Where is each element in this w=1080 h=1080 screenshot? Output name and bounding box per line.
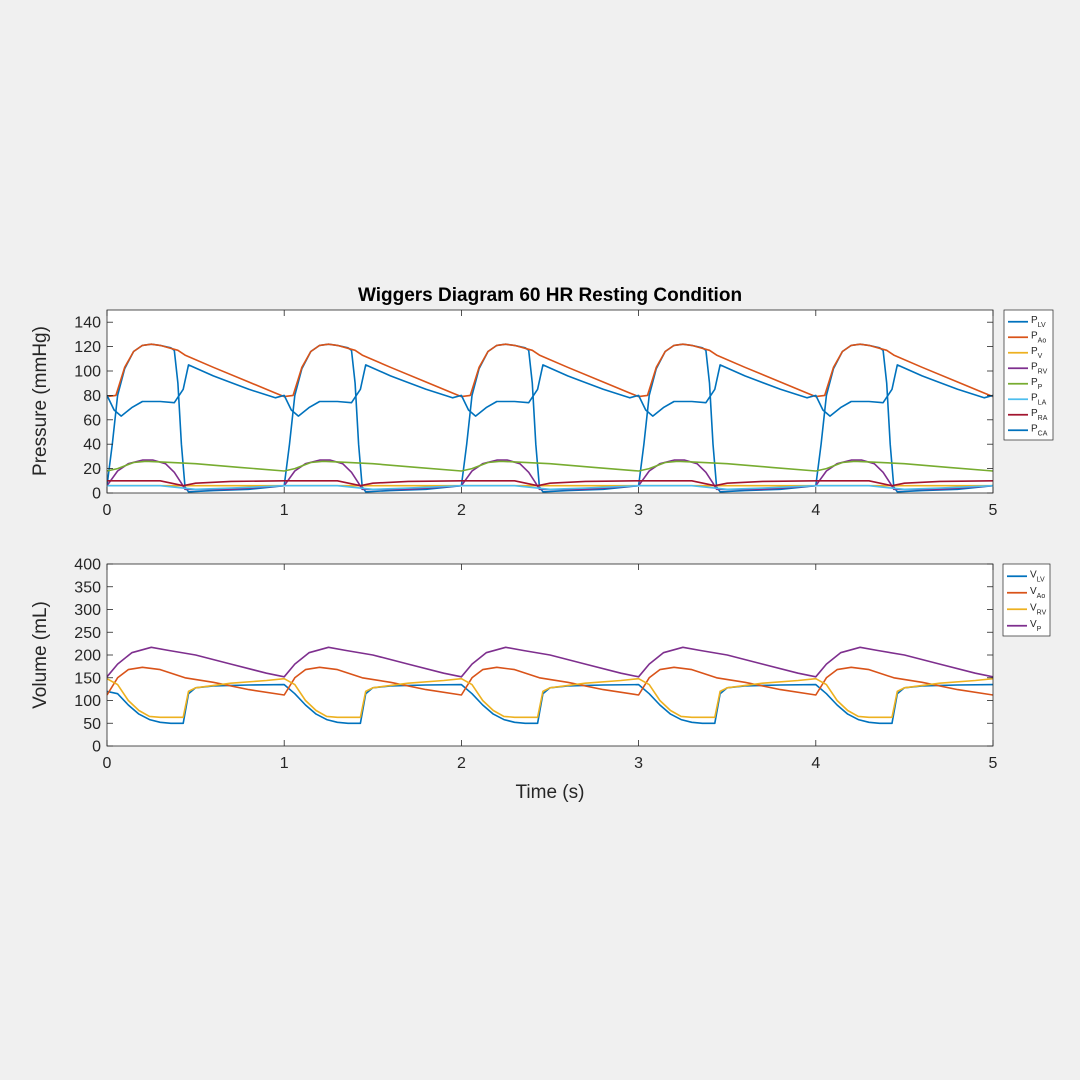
pressure-x-tick-label: 3 — [634, 502, 643, 519]
pressure-y-tick-label: 100 — [74, 364, 101, 381]
pressure-x-tick-label: 2 — [457, 502, 466, 519]
legend-label-pla: PLA — [1031, 392, 1047, 406]
legend-label-prv: PRV — [1031, 361, 1048, 375]
series-line-vp — [107, 646, 993, 678]
volume-x-tick-label: 0 — [103, 755, 112, 772]
volume-y-axis-label: Volume (mL) — [30, 601, 51, 709]
legend-label-vp: VP — [1030, 619, 1042, 633]
pressure-x-tick-label: 5 — [989, 502, 998, 519]
legend-label-pv: PV — [1031, 346, 1043, 360]
legend-label-vrv: VRV — [1030, 602, 1047, 616]
volume-y-tick-label: 150 — [74, 670, 101, 687]
legend-label-pra: PRA — [1031, 408, 1048, 422]
volume-y-tick-label: 300 — [74, 602, 101, 619]
pressure-y-tick-label: 20 — [83, 461, 101, 478]
series-line-pla — [107, 484, 993, 491]
volume-y-tick-label: 250 — [74, 625, 101, 642]
series-line-vrv — [107, 677, 993, 719]
pressure-x-tick-label: 1 — [280, 502, 289, 519]
series-line-pao — [107, 343, 993, 398]
legend-label-pp: PP — [1031, 377, 1043, 391]
volume-legend: VLV VAo VRV VP — [1002, 563, 1051, 637]
volume-x-tick-label: 5 — [989, 755, 998, 772]
pressure-y-tick-label: 140 — [74, 315, 101, 332]
pressure-y-axis-label: Pressure (mmHg) — [30, 326, 51, 476]
pressure-x-tick-label: 4 — [811, 502, 820, 519]
legend-label-vlv: VLV — [1030, 569, 1045, 583]
pressure-axes-box — [106, 309, 994, 494]
volume-y-tick-label: 200 — [74, 648, 101, 665]
volume-y-tick-label: 0 — [92, 739, 101, 756]
volume-x-tick-label: 2 — [457, 755, 466, 772]
series-line-pp — [107, 460, 993, 472]
volume-y-tick-label: 50 — [83, 716, 101, 733]
volume-x-axis-label: Time (s) — [516, 782, 585, 803]
volume-y-tick-label: 400 — [74, 557, 101, 574]
pressure-y-tick-label: 40 — [83, 437, 101, 454]
legend-label-vao: VAo — [1030, 586, 1045, 600]
pressure-y-tick-label: 60 — [83, 412, 101, 429]
volume-plot: Volume (mL) Time (s) 0 1 2 3 4 50501001502002… — [30, 557, 1051, 803]
legend-label-plv: PLV — [1031, 315, 1046, 329]
chart-title: Wiggers Diagram 60 HR Resting Condition — [358, 285, 742, 306]
pressure-x-tick-label: 0 — [103, 502, 112, 519]
pressure-legend-box — [1003, 309, 1054, 441]
series-line-pra — [107, 480, 993, 487]
pressure-plot: Pressure (mmHg) 0 1 2 3 4 5 0 20 40 60 80 100 120 140… — [30, 309, 1054, 519]
volume-x-tick-label: 1 — [280, 755, 289, 772]
pressure-y-tick-label: 0 — [92, 486, 101, 503]
legend-label-pca: PCA — [1031, 423, 1048, 437]
volume-y-tick-label: 100 — [74, 693, 101, 710]
pressure-y-tick-label: 80 — [83, 388, 101, 405]
pressure-series-group — [107, 343, 993, 493]
pressure-y-tick-label: 120 — [74, 339, 101, 356]
volume-x-tick-label: 3 — [634, 755, 643, 772]
series-line-vao — [107, 666, 993, 696]
volume-series-group — [107, 646, 993, 725]
legend-label-pao: PAo — [1031, 330, 1046, 344]
series-line-pca — [107, 364, 993, 417]
volume-x-tick-label: 4 — [811, 755, 820, 772]
volume-y-tick-label: 350 — [74, 579, 101, 596]
